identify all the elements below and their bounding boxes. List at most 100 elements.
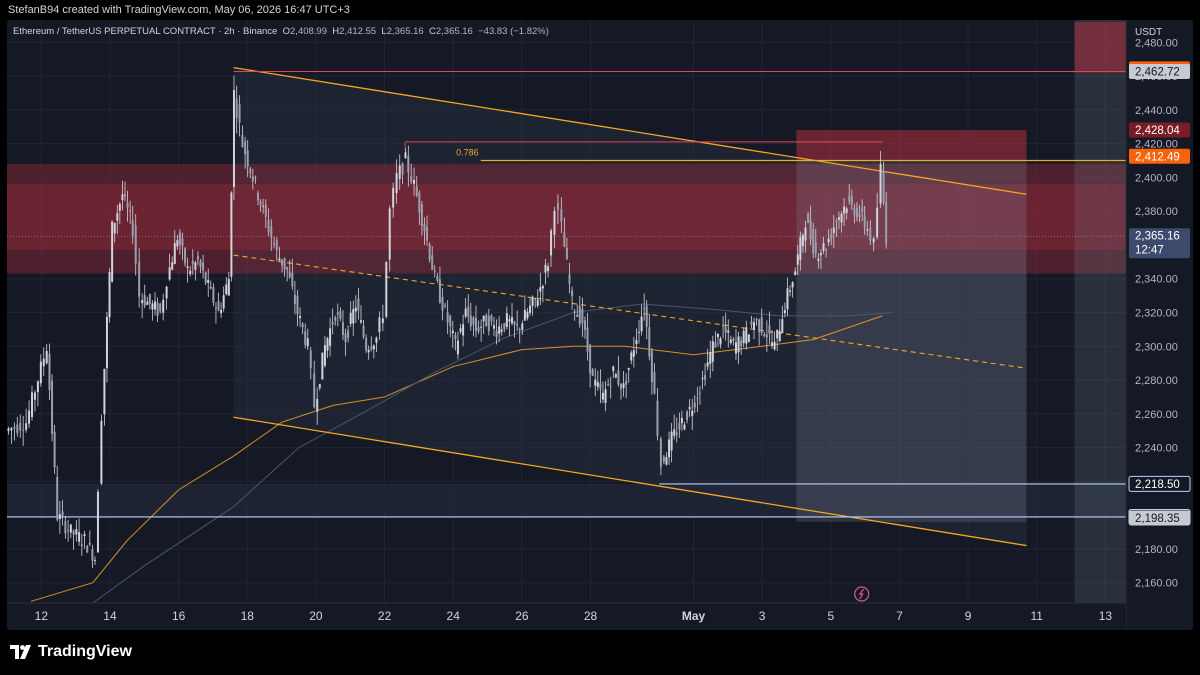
moving-average-100: [92, 303, 893, 604]
candle-body: [737, 336, 740, 353]
y-tick-label: 2,280.00: [1135, 375, 1178, 387]
candle-body: [293, 294, 296, 304]
candle-body: [75, 529, 78, 535]
tradingview-brand[interactable]: TradingView: [10, 643, 132, 661]
candle-body: [321, 352, 324, 380]
candle-body: [722, 325, 725, 327]
chart-credit: StefanB94 created with TradingView.com, …: [0, 0, 1200, 20]
candle-body: [148, 294, 151, 304]
candle-body: [267, 220, 270, 233]
candle-body: [635, 340, 638, 345]
candle-body: [523, 309, 526, 321]
candle-body: [275, 240, 278, 251]
candle-body: [220, 309, 223, 314]
x-tick-label: 11: [1031, 609, 1044, 623]
candle-body: [571, 290, 574, 297]
candle-body: [264, 204, 267, 217]
candle-body: [521, 323, 524, 330]
candle-body: [490, 315, 493, 321]
candle-body: [807, 213, 810, 223]
candle-body: [25, 423, 28, 430]
x-tick-label: 26: [515, 609, 529, 623]
candle-body: [796, 254, 799, 265]
candle-body: [459, 328, 462, 332]
candle-body: [72, 530, 75, 535]
candle-body: [214, 307, 217, 309]
candle-body: [413, 179, 416, 184]
candle-body: [487, 316, 490, 332]
candle-body: [165, 286, 168, 299]
candle-body: [594, 379, 597, 386]
candle-body: [283, 258, 286, 270]
candle-body: [596, 382, 599, 387]
candle-body: [375, 337, 378, 343]
candle-body: [433, 270, 436, 272]
candle-body: [801, 234, 804, 247]
candle-body: [581, 308, 584, 324]
candle-body: [505, 313, 508, 327]
candle-body: [500, 329, 503, 332]
candle-body: [446, 312, 449, 323]
candle-body: [560, 209, 563, 222]
candle-body: [617, 370, 620, 385]
candle-body: [843, 206, 846, 214]
price-label-box: [1129, 122, 1190, 138]
candle-body: [817, 258, 820, 261]
candle-body: [645, 305, 648, 327]
price-label-value: 2,198.35: [1135, 513, 1180, 525]
tradingview-wordmark: TradingView: [38, 643, 132, 660]
candle-body: [238, 103, 241, 123]
close-value: 2,365.16: [435, 26, 473, 37]
price-chart[interactable]: 0.786USDT2,160.002,180.002,200.002,220.0…: [7, 20, 1193, 630]
chart-panel[interactable]: 0.786USDT2,160.002,180.002,200.002,220.0…: [7, 20, 1193, 630]
candle-body: [316, 398, 319, 412]
candle-body: [786, 288, 789, 310]
candle-body: [64, 521, 67, 534]
candle-body: [45, 350, 48, 364]
candle-body: [827, 238, 830, 243]
y-tick-label: 2,400.00: [1135, 172, 1178, 184]
candle-body: [108, 272, 111, 318]
channel-area: [233, 67, 1027, 546]
candle-body: [474, 317, 477, 332]
x-tick-label: 14: [103, 609, 117, 623]
candle-body: [395, 173, 398, 193]
close-label: C: [428, 26, 436, 37]
candle-body: [750, 321, 753, 325]
price-axis-bg: [1126, 20, 1193, 630]
candle-body: [627, 368, 630, 370]
candle-body: [121, 194, 124, 200]
candle-body: [768, 325, 771, 334]
candle-body: [776, 329, 779, 339]
candle-body: [704, 375, 707, 380]
candle-body: [866, 229, 869, 231]
candle-body: [763, 334, 766, 336]
candle-body: [719, 338, 722, 345]
candle-body: [753, 322, 756, 330]
candle-body: [217, 300, 220, 311]
candle-body: [454, 334, 457, 340]
candle-body: [357, 298, 360, 311]
candle-body: [67, 530, 70, 532]
candle-body: [503, 323, 506, 330]
candle-body: [485, 315, 488, 327]
candle-body: [656, 400, 659, 437]
candle-body: [469, 315, 472, 327]
candle-body: [202, 262, 205, 271]
candle-body: [531, 296, 534, 306]
candle-body: [819, 253, 822, 256]
candle-body: [650, 350, 653, 383]
candle-body: [539, 287, 542, 292]
candle-body: [693, 402, 696, 408]
candle-body: [765, 334, 768, 338]
candle-body: [259, 200, 262, 206]
candle-body: [456, 340, 459, 355]
candle-body: [281, 259, 284, 266]
candle-body: [778, 330, 781, 342]
candle-body: [16, 424, 19, 434]
candle-body: [329, 328, 332, 346]
candle-body: [196, 256, 199, 260]
candle-body: [612, 366, 615, 372]
candle-body: [362, 325, 365, 337]
candle-body: [467, 306, 470, 317]
